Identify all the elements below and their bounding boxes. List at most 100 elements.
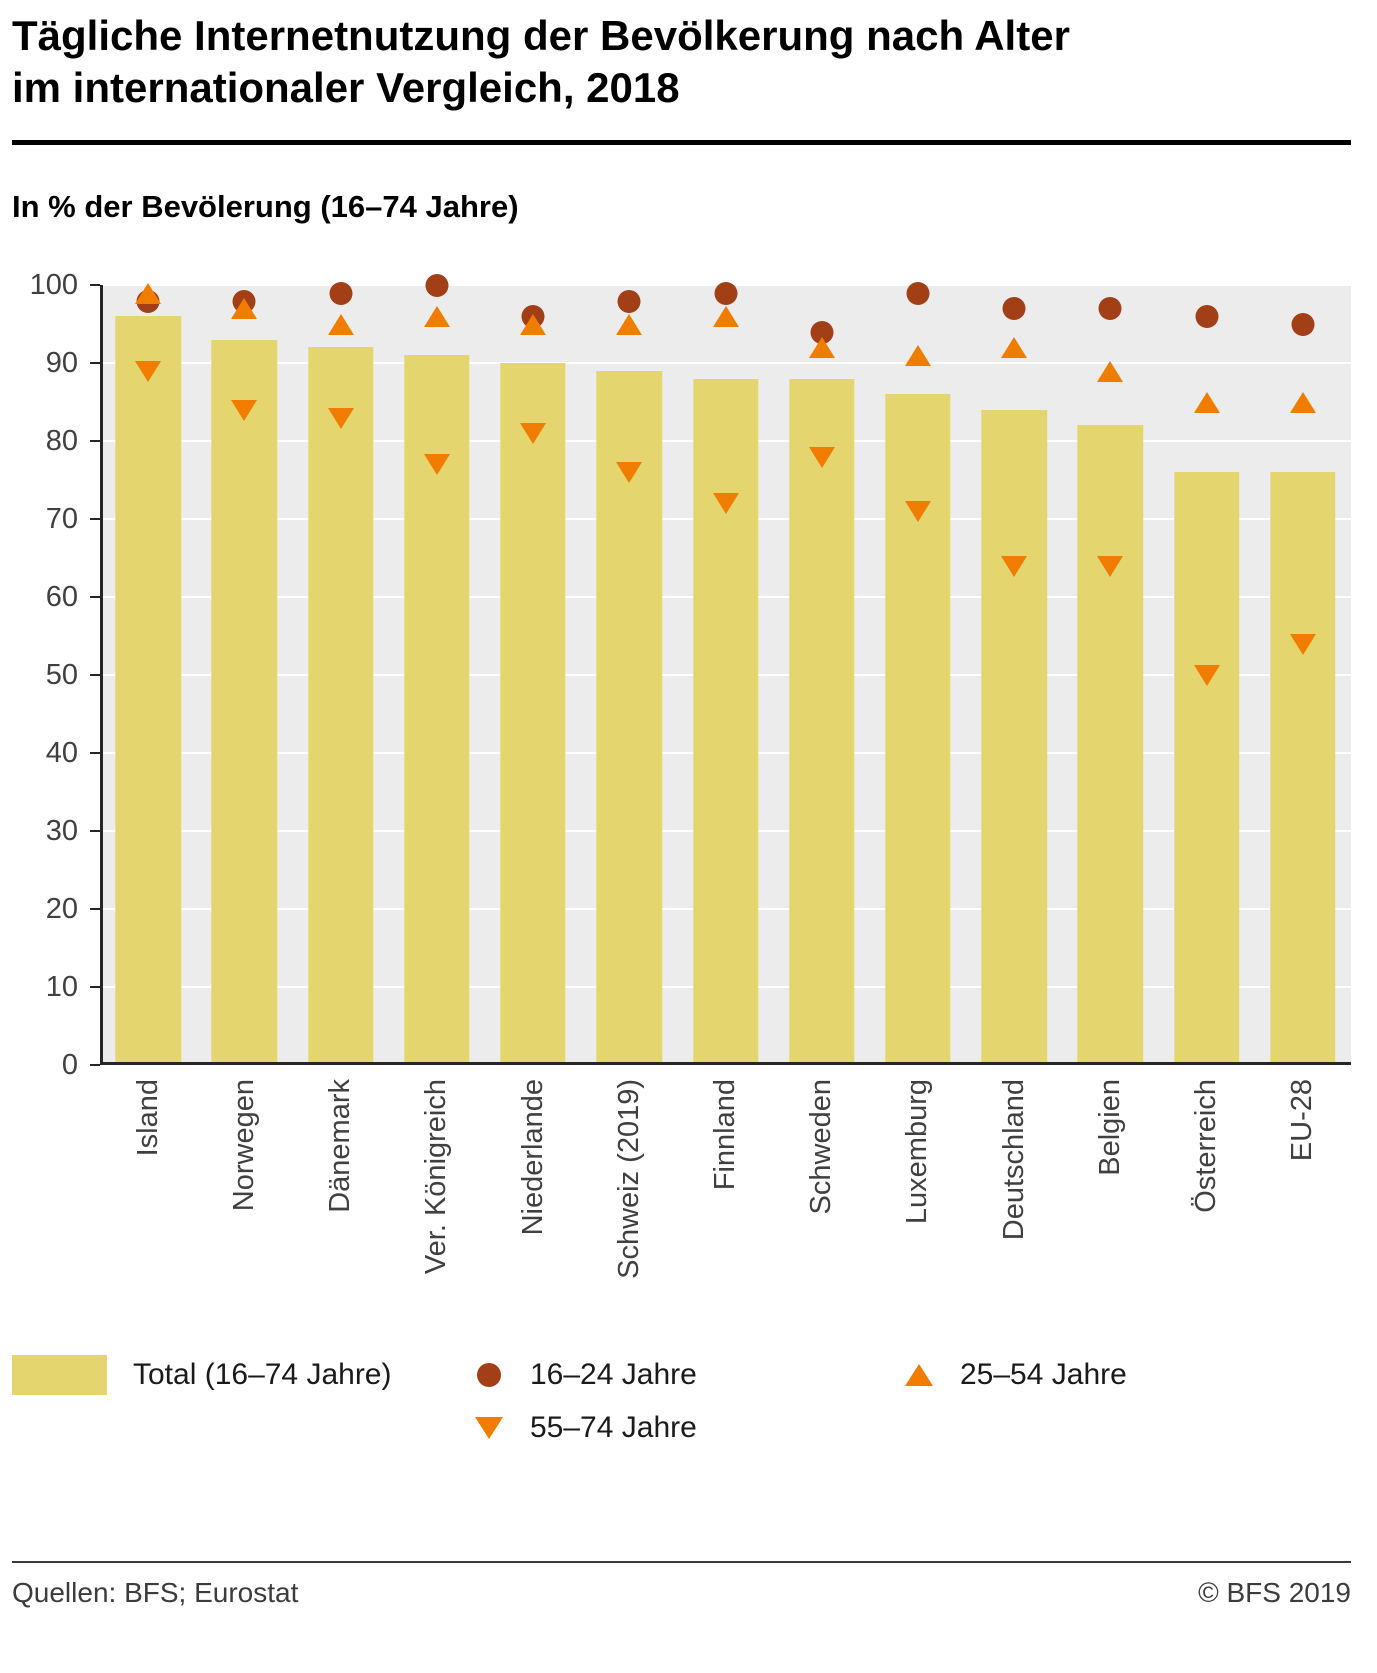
marker-triangle-up — [135, 282, 162, 304]
marker-triangle-down — [712, 493, 739, 515]
x-axis-label-cell: Niederlande — [485, 1065, 581, 1327]
x-axis-label-cell: Ver. Königreich — [389, 1065, 485, 1327]
bar-column — [870, 281, 966, 1065]
legend-item-total: Total (16–74 Jahre) — [12, 1355, 474, 1395]
y-tick — [90, 830, 100, 832]
marker-triangle-up — [712, 306, 739, 328]
bar-total — [692, 378, 759, 1065]
plot-area — [90, 274, 1351, 1066]
y-axis-labels: 0 10 20 30 40 50 60 70 80 90 100 — [12, 269, 100, 1081]
y-axis-tick-label: 100 — [29, 269, 78, 301]
marker-triangle-up — [1193, 392, 1220, 413]
marker-triangle-down — [1289, 633, 1316, 655]
chart-header: Tägliche Internetnutzung der Bevölkerung… — [12, 10, 1351, 225]
x-axis-label-cell: EU-28 — [1255, 1065, 1351, 1327]
y-tick — [90, 1064, 100, 1066]
bar-column — [100, 282, 196, 1065]
marker-circle — [425, 274, 449, 297]
page: Tägliche Internetnutzung der Bevölkerung… — [12, 10, 1351, 1609]
footer: Quellen: BFS; Eurostat © BFS 2019 — [12, 1561, 1351, 1609]
y-tick — [90, 908, 100, 910]
y-axis-tick-label: 10 — [45, 971, 78, 1003]
y-tick — [90, 752, 100, 754]
y-axis-tick-label: 60 — [45, 581, 78, 613]
marker-triangle-down — [1001, 555, 1028, 577]
bar-total — [115, 316, 181, 1065]
x-axis-label-cell: Norwegen — [196, 1065, 292, 1327]
y-tick — [90, 674, 100, 676]
legend-label-16-24: 16–24 Jahre — [530, 1358, 697, 1391]
bars-layer — [100, 274, 1351, 1065]
x-axis-label: Finnland — [709, 1079, 742, 1191]
footer-divider — [12, 1561, 1351, 1563]
bar-column — [1062, 285, 1158, 1065]
x-axis-label: Schweiz (2019) — [612, 1079, 645, 1279]
triangle-up-marker-icon — [904, 1364, 934, 1386]
legend-label-55-74: 55–74 Jahre — [530, 1411, 697, 1444]
marker-circle — [714, 281, 738, 305]
y-tick — [90, 440, 100, 442]
marker-circle — [329, 281, 353, 305]
legend-item-55-74: 55–74 Jahre — [474, 1411, 904, 1445]
marker-triangle-up — [423, 306, 450, 328]
x-axis-label: Deutschland — [997, 1079, 1030, 1241]
bar-total — [1270, 472, 1336, 1065]
bar-column — [1255, 285, 1351, 1065]
x-axis-label: Belgien — [1093, 1079, 1126, 1176]
copyright-text: © BFS 2019 — [1198, 1577, 1351, 1608]
y-tick — [90, 362, 100, 364]
x-axis-label: Luxemburg — [901, 1079, 934, 1225]
y-axis-line — [100, 285, 103, 1065]
legend: Total (16–74 Jahre) 16–24 Jahre 25–54 Ja… — [12, 1355, 1351, 1445]
bar-total — [211, 339, 278, 1065]
chart-subtitle: In % der Bevölerung (16–74 Jahre) — [12, 189, 519, 224]
marker-triangle-up — [904, 345, 931, 367]
y-axis-tick-label: 80 — [45, 425, 78, 457]
bar-column — [774, 285, 870, 1065]
marker-triangle-down — [135, 360, 162, 382]
gridline — [100, 1064, 1351, 1066]
x-axis-label-cell: Dänemark — [292, 1065, 388, 1327]
marker-triangle-down — [1097, 555, 1124, 577]
y-axis-tick-label: 70 — [45, 503, 78, 535]
marker-triangle-down — [904, 501, 931, 523]
circle-marker-icon — [474, 1363, 504, 1387]
y-axis-tick-label: 30 — [45, 815, 78, 847]
bar-total — [596, 370, 662, 1065]
x-axis-labels: Island Norwegen Dänemark Ver. Königreich Nie… — [100, 1065, 1351, 1327]
x-axis-label: Island — [131, 1079, 164, 1157]
title-rule — [12, 140, 1351, 145]
marker-triangle-up — [327, 314, 354, 335]
legend-item-25-54: 25–54 Jahre — [904, 1358, 1351, 1392]
x-axis-label-cell: Schweiz (2019) — [581, 1065, 677, 1327]
bar-total — [307, 347, 374, 1065]
x-axis-line — [100, 1062, 1351, 1065]
marker-triangle-down — [327, 407, 354, 429]
marker-triangle-up — [616, 314, 643, 335]
x-axis-label-cell: Island — [100, 1065, 196, 1327]
marker-triangle-down — [808, 446, 835, 468]
bar-swatch-icon — [12, 1355, 107, 1395]
marker-circle — [617, 289, 641, 313]
source-text: Quellen: BFS; Eurostat — [12, 1577, 299, 1608]
bar-total — [1077, 425, 1144, 1065]
bar-total — [500, 363, 566, 1065]
marker-triangle-up — [231, 298, 258, 320]
bar-total — [981, 409, 1047, 1065]
y-tick — [90, 986, 100, 988]
marker-triangle-down — [1193, 665, 1220, 686]
marker-circle — [906, 281, 930, 305]
x-axis-label: Ver. Königreich — [420, 1079, 453, 1275]
footer-row: Quellen: BFS; Eurostat © BFS 2019 — [12, 1577, 1351, 1609]
marker-triangle-up — [808, 337, 835, 359]
bar-column — [677, 281, 773, 1065]
x-axis-label: Österreich — [1190, 1079, 1223, 1213]
bar-column — [1159, 285, 1255, 1065]
y-tick — [90, 284, 100, 286]
triangle-down-marker-icon — [474, 1417, 504, 1439]
marker-circle — [1098, 297, 1122, 321]
x-axis-label-cell: Österreich — [1159, 1065, 1255, 1327]
title-line-1: Tägliche Internetnutzung der Bevölkerung… — [12, 12, 1070, 59]
legend-item-16-24: 16–24 Jahre — [474, 1358, 904, 1392]
x-axis-label: Norwegen — [227, 1079, 260, 1212]
